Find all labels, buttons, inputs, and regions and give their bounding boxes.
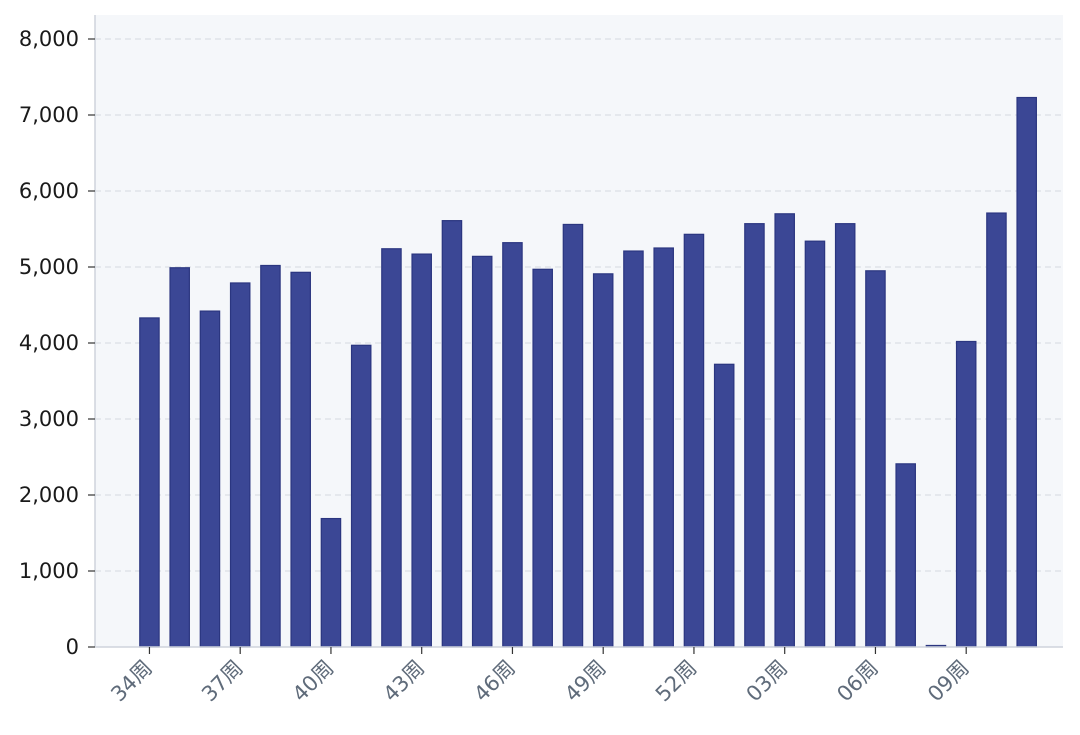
bar-11周 (1016, 96, 1037, 648)
x-tick-label: 37周 (197, 656, 248, 707)
x-tick-label: 09周 (923, 656, 974, 707)
bar-04周 (804, 240, 826, 648)
bar-51周 (653, 247, 674, 648)
y-axis-ticks: 0 1,000 2,000 3,000 4,000 5,000 6,000 7,000 8,00… (19, 27, 95, 659)
x-tick-label: 03周 (742, 656, 793, 707)
bar-03周 (774, 213, 795, 648)
x-tick-label: 46周 (469, 656, 520, 707)
y-tick-label: 8,000 (19, 27, 79, 51)
bar-44周 (441, 220, 463, 648)
x-tick-label: 40周 (288, 656, 339, 707)
bar-37周 (229, 282, 251, 648)
x-tick-label: 43周 (379, 656, 430, 707)
x-tick-label: 06周 (832, 656, 883, 707)
bar-07周 (895, 463, 916, 648)
bar-38周 (260, 264, 281, 648)
y-tick-label: 5,000 (19, 255, 79, 279)
bars (139, 96, 1037, 648)
y-tick-label: 3,000 (19, 407, 79, 431)
bar-34周 (139, 317, 160, 648)
bar-41周 (350, 344, 372, 648)
y-tick-label: 7,000 (19, 103, 79, 127)
y-tick-label: 0 (66, 635, 79, 659)
bar-47周 (532, 268, 553, 648)
x-tick-label: 52周 (651, 656, 702, 707)
x-axis-ticks: 34周 37周 40周 43周 46周 49周 52周 03周 06周 09周 (106, 647, 974, 707)
y-tick-label: 1,000 (19, 559, 79, 583)
bar-49周 (592, 273, 614, 648)
bar-50周 (623, 250, 644, 648)
bar-40周 (320, 517, 342, 648)
bar-36周 (199, 310, 221, 648)
bar-09周 (955, 340, 977, 648)
y-tick-label: 4,000 (19, 331, 79, 355)
bar-42周 (381, 248, 402, 648)
bar-01周 (713, 363, 735, 648)
axes (94, 15, 1063, 648)
bar-02周 (744, 223, 765, 648)
bar-43周 (411, 253, 432, 648)
bar-46周 (502, 242, 523, 648)
y-tick-label: 6,000 (19, 179, 79, 203)
bar-10周 (986, 212, 1007, 648)
y-tick-label: 2,000 (19, 483, 79, 507)
x-tick-label: 49周 (560, 656, 611, 707)
bar-45周 (471, 255, 493, 648)
bar-05周 (834, 223, 856, 648)
bar-06周 (865, 270, 886, 648)
bar-48周 (562, 223, 584, 648)
x-tick-label: 34周 (106, 656, 157, 707)
bar-52周 (683, 233, 705, 648)
bar-39周 (290, 271, 311, 648)
bar-35周 (169, 267, 190, 648)
